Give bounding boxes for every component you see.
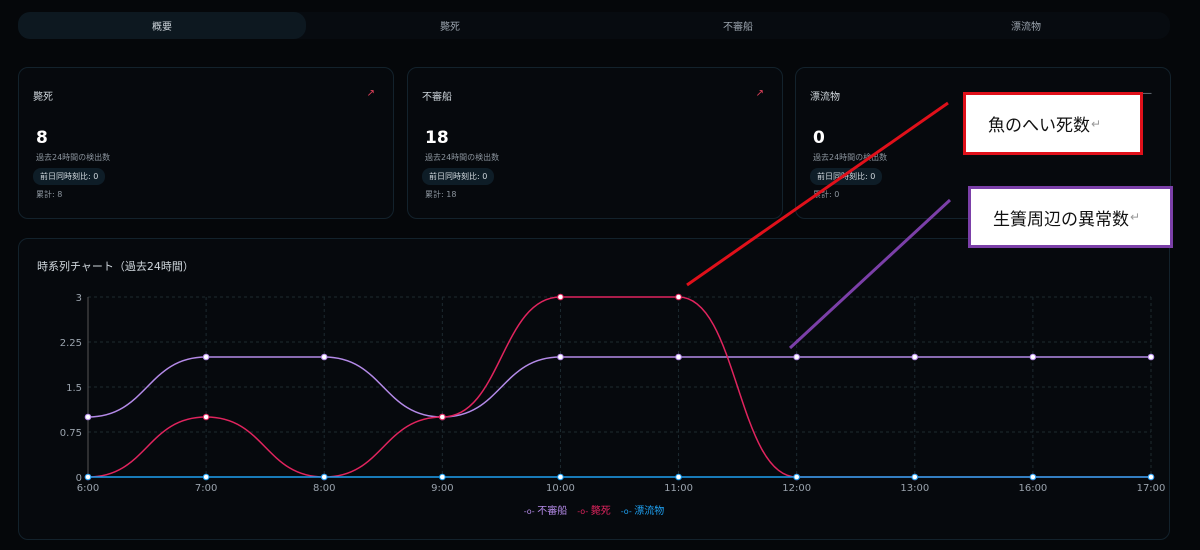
x-tick-label: 13:00: [900, 483, 929, 494]
legend-item[interactable]: -o- 不審船: [524, 502, 568, 517]
tab-overview[interactable]: 概要: [18, 12, 306, 39]
series-line-不審船: [87, 356, 1151, 418]
card-title: 斃死: [33, 92, 53, 103]
tab-drift[interactable]: 漂流物: [1011, 22, 1041, 33]
card-total: 累計: 0: [813, 190, 840, 199]
trend-up-icon: ↗: [755, 88, 764, 99]
data-point: [202, 473, 210, 481]
data-point: [1147, 473, 1155, 481]
tab-fish-death[interactable]: 斃死: [440, 22, 460, 33]
tab-suspicious-ship[interactable]: 不審船: [723, 22, 753, 33]
y-tick-label: 0: [76, 473, 82, 484]
chart-title: 時系列チャート（過去24時間）: [37, 260, 194, 273]
data-point: [439, 473, 446, 481]
card-subtitle: 過去24時間の検出数: [813, 153, 888, 162]
legend-label: 不審船: [537, 506, 568, 517]
comparison-badge: 前日同時刻比: 0: [33, 168, 106, 185]
x-tick-label: 17:00: [1137, 483, 1166, 494]
card-title: 漂流物: [810, 92, 840, 103]
annotation-fish-death: 魚のへい死数 ↵: [963, 92, 1143, 155]
legend-item[interactable]: -o- 漂流物: [621, 502, 665, 517]
data-point: [202, 353, 210, 361]
legend-marker-icon: -o-: [620, 507, 635, 516]
data-point: [320, 353, 328, 361]
data-point: [84, 473, 92, 481]
x-tick-label: 10:00: [546, 483, 575, 494]
data-point: [1029, 473, 1037, 481]
legend-label: 斃死: [590, 506, 611, 517]
card-fish-death: 斃死 ↗ 8 過去24時間の検出数 前日同時刻比: 0 累計: 8: [18, 67, 394, 219]
data-point: [675, 353, 682, 361]
x-tick-label: 16:00: [1018, 483, 1047, 494]
legend-item[interactable]: -o- 斃死: [577, 502, 611, 517]
data-point: [557, 353, 564, 361]
annotation-anomaly: 生簀周辺の異常数 ↵: [968, 186, 1173, 248]
data-point: [911, 353, 919, 361]
card-value: 8: [36, 128, 48, 148]
timeseries-panel: 時系列チャート（過去24時間） 0 0.75 1.5 2.25 3 6:00 7:00 8:0…: [18, 238, 1170, 540]
data-point: [911, 473, 919, 481]
tab-bar: 概要 斃死 不審船 漂流物: [18, 12, 1170, 39]
card-total: 累計: 8: [36, 190, 63, 199]
card-value: 18: [425, 128, 449, 148]
legend-marker-icon: -o-: [523, 507, 538, 516]
x-tick-label: 8:00: [313, 483, 335, 494]
minus-icon: —: [1142, 88, 1152, 99]
line-chart: 0 0.75 1.5 2.25 3 6:00 7:00 8:00 9:00 10:00 11:00 1…: [60, 293, 1166, 494]
return-mark: ↵: [1130, 210, 1141, 224]
card-suspicious-ship: 不審船 ↗ 18 過去24時間の検出数 前日同時刻比: 0 累計: 18: [407, 67, 783, 219]
data-point: [320, 473, 328, 481]
data-point: [557, 293, 564, 301]
data-point: [793, 353, 800, 361]
y-tick-label: 1.5: [66, 383, 82, 394]
card-value: 0: [813, 128, 825, 148]
card-title: 不審船: [422, 92, 452, 103]
card-total: 累計: 18: [425, 190, 457, 199]
x-tick-label: 11:00: [664, 483, 693, 494]
data-point: [793, 473, 800, 481]
data-point: [84, 413, 92, 421]
data-point: [202, 413, 210, 421]
x-tick-label: 12:00: [782, 483, 811, 494]
trend-up-icon: ↗: [366, 88, 375, 99]
data-point: [439, 413, 446, 421]
data-point: [557, 473, 564, 481]
x-tick-label: 7:00: [195, 483, 217, 494]
annotation-text: 生簀周辺の異常数: [993, 209, 1129, 230]
card-subtitle: 過去24時間の検出数: [425, 153, 500, 162]
y-tick-label: 3: [76, 293, 82, 304]
x-tick-label: 6:00: [77, 483, 99, 494]
y-tick-label: 2.25: [60, 338, 82, 349]
return-mark: ↵: [1091, 116, 1102, 131]
data-point: [675, 293, 682, 301]
chart-legend: -o- 不審船 -o- 斃死 -o- 漂流物: [19, 502, 1169, 517]
y-tick-label: 0.75: [60, 428, 82, 439]
data-point: [675, 473, 682, 481]
data-point: [1029, 353, 1037, 361]
series-line-斃死: [87, 296, 1151, 478]
x-tick-label: 9:00: [431, 483, 453, 494]
comparison-badge: 前日同時刻比: 0: [810, 168, 883, 185]
legend-label: 漂流物: [634, 506, 665, 517]
comparison-badge: 前日同時刻比: 0: [422, 168, 495, 185]
card-subtitle: 過去24時間の検出数: [36, 153, 111, 162]
legend-marker-icon: -o-: [577, 507, 591, 516]
annotation-text: 魚のへい死数: [988, 116, 1090, 136]
data-point: [1147, 353, 1155, 361]
